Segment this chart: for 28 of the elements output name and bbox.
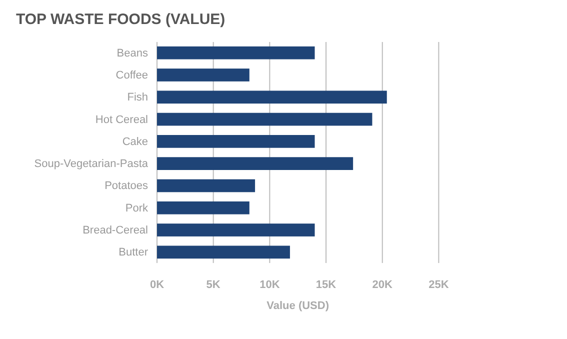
- bar: [157, 135, 315, 148]
- y-tick-label: Beans: [116, 47, 148, 60]
- y-tick-label: Soup-Vegetarian-Pasta: [34, 158, 149, 170]
- y-tick-label: Potatoes: [104, 180, 148, 192]
- bar: [157, 112, 372, 126]
- chart-title: TOP WASTE FOODS (VALUE): [16, 11, 226, 28]
- y-tick-label: Fish: [127, 92, 148, 104]
- bar: [157, 246, 290, 259]
- y-tick-label: Cake: [122, 136, 148, 148]
- y-tick-label: Coffee: [116, 70, 148, 82]
- x-tick-label: 15K: [316, 278, 336, 291]
- x-tick-label: 5K: [206, 278, 220, 291]
- y-tick-label: Pork: [125, 202, 148, 214]
- bar: [157, 201, 250, 214]
- bar: [157, 46, 315, 60]
- x-tick-label: 20K: [372, 278, 392, 291]
- x-axis-title: Value (USD): [266, 300, 330, 312]
- x-tick-label: 10K: [260, 278, 280, 291]
- bar: [157, 179, 256, 192]
- y-tick-label: Butter: [118, 246, 148, 259]
- bar: [157, 224, 315, 236]
- bar: [157, 90, 387, 104]
- x-tick-label: 25K: [428, 278, 449, 291]
- bar: [157, 68, 250, 82]
- y-tick-label: Hot Cereal: [95, 114, 148, 126]
- bar: [157, 157, 354, 170]
- x-tick-label: 0K: [150, 278, 164, 291]
- y-tick-label: Bread-Cereal: [82, 224, 148, 237]
